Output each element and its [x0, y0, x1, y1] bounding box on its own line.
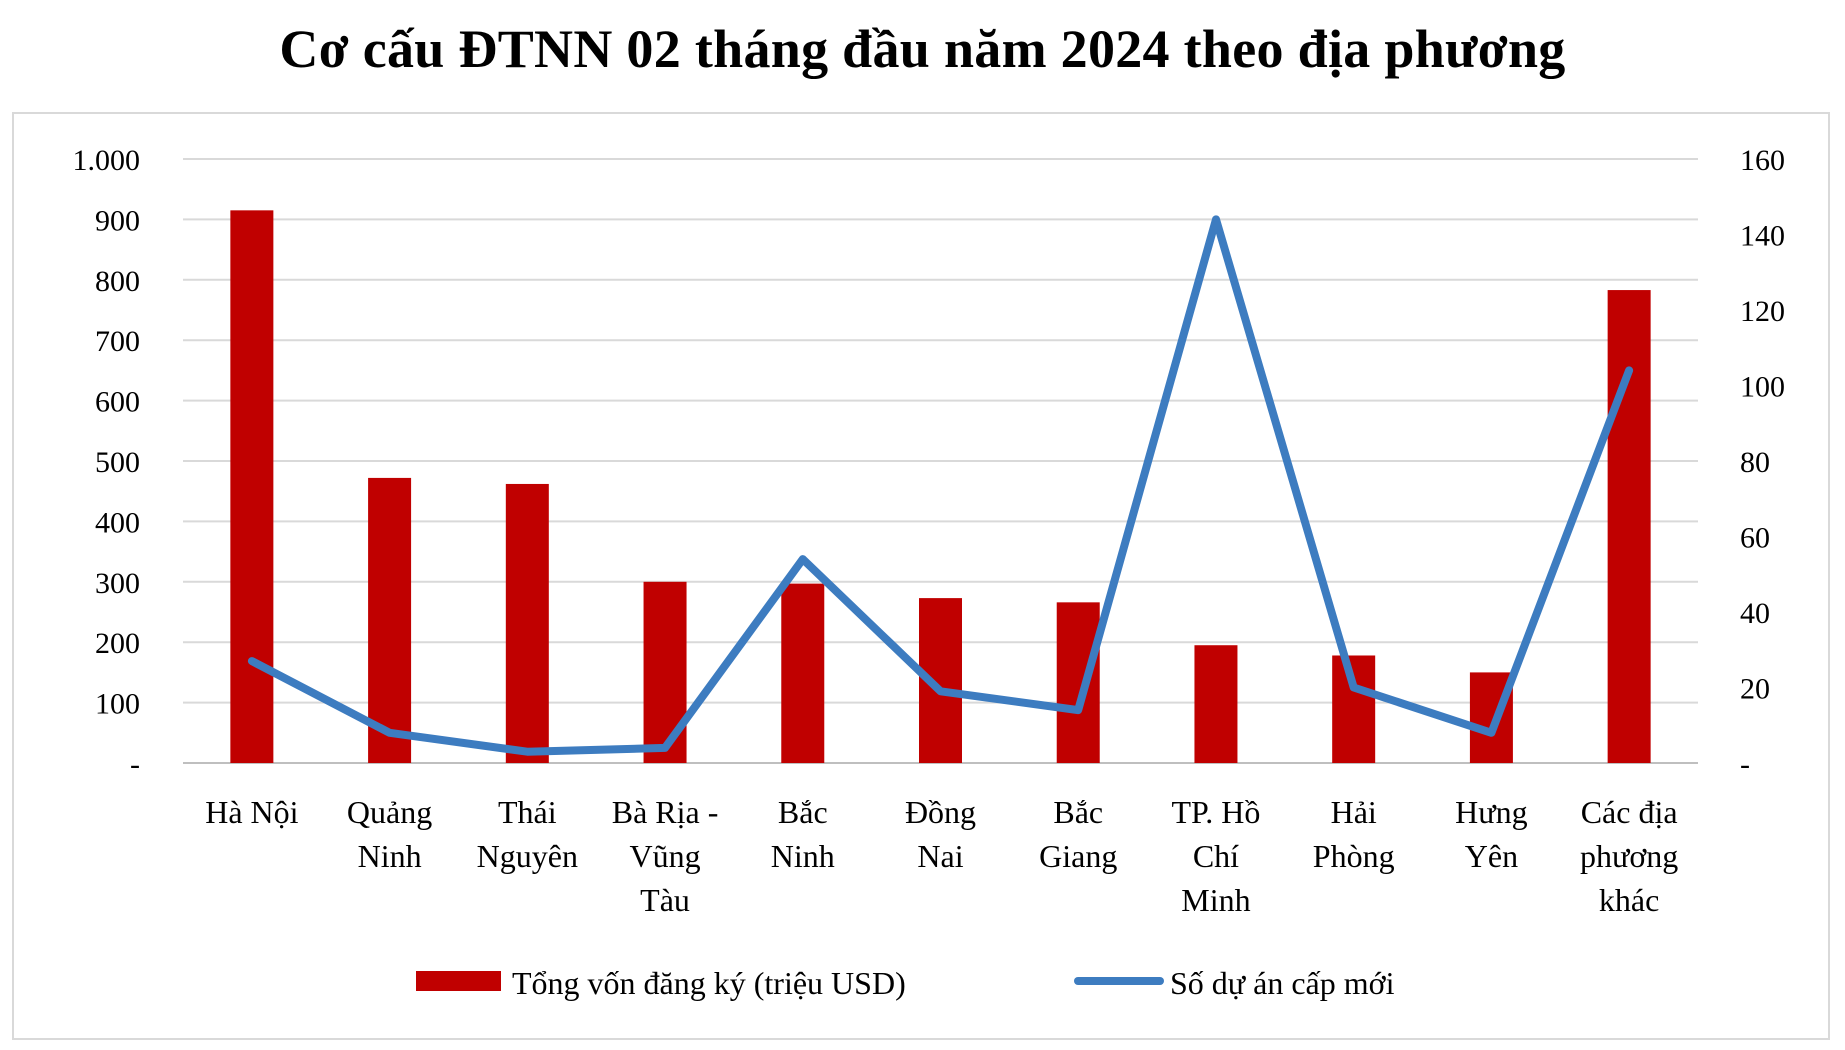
gridlines — [183, 158, 1698, 764]
bar — [1194, 645, 1238, 763]
y-left-tick-label: 100 — [95, 688, 140, 721]
y-right-tick-label: 40 — [1740, 597, 1770, 630]
x-tick-label: TP. Hồ Chí Minh — [1172, 794, 1261, 918]
bar — [230, 210, 274, 764]
x-tick-label: Bà Rịa -Vũng Tàu — [612, 794, 719, 918]
y-right-tick-label: 140 — [1740, 220, 1785, 253]
y-left-tick-label: 1.000 — [73, 144, 141, 177]
y-right-tick-label: 20 — [1740, 673, 1770, 706]
y-right-tick-label: 160 — [1740, 144, 1785, 177]
chart-frame — [12, 112, 1830, 1040]
legend-label-bar: Tổng vốn đăng ký (triệu USD) — [512, 965, 906, 1001]
bar-series — [230, 210, 1651, 764]
y-right-tick-label: 60 — [1740, 522, 1770, 555]
x-tick-label: Bắc Ninh — [771, 794, 835, 874]
y-right-tick-label: 100 — [1740, 371, 1785, 404]
y-left-tick-label: 200 — [95, 627, 140, 660]
y-left-tick-label: - — [130, 748, 140, 781]
y-left-tick-label: 900 — [95, 204, 140, 237]
bar — [1056, 602, 1100, 763]
bar — [1332, 655, 1376, 763]
y-right-tick-label: 120 — [1740, 295, 1785, 328]
x-tick-label: Quảng Ninh — [347, 794, 432, 874]
y-left-tick-label: 700 — [95, 325, 140, 358]
x-tick-label: Các địa phương khác — [1580, 794, 1678, 918]
y-left-tick-label: 600 — [95, 386, 140, 419]
legend: Tổng vốn đăng ký (triệu USD) Số dự án cấp… — [416, 965, 1395, 1001]
x-tick-label: Hải Phòng — [1313, 794, 1395, 874]
x-tick-label: Bắc Giang — [1039, 794, 1117, 874]
x-tick-label: Đồng Nai — [905, 794, 976, 874]
y-right-tick-label: 80 — [1740, 446, 1770, 479]
y-axis-left: - 100 200 300 400 500 600 700 800 900 1.000 — [73, 144, 141, 781]
bar — [368, 477, 412, 763]
legend-swatch-bar — [416, 971, 501, 991]
line-series — [247, 215, 1634, 756]
legend-label-line: Số dự án cấp mới — [1170, 965, 1395, 1001]
x-axis-labels: Hà Nội Quảng Ninh Thái Nguyên Bà Rịa -Vũng Tàu… — [205, 794, 1678, 918]
x-tick-label: Thái Nguyên — [477, 794, 578, 874]
y-left-tick-label: 300 — [95, 567, 140, 600]
chart-title: Cơ cấu ĐTNN 02 tháng đầu năm 2024 theo đ… — [279, 19, 1566, 79]
y-left-tick-label: 500 — [95, 446, 140, 479]
bar — [643, 581, 687, 763]
bar — [505, 483, 549, 763]
y-axis-right: - 20 40 60 80 100 120 140 160 — [1740, 144, 1785, 781]
y-right-tick-label: - — [1740, 748, 1750, 781]
x-tick-label: Hưng Yên — [1455, 794, 1527, 874]
y-left-tick-label: 400 — [95, 506, 140, 539]
x-tick-label: Hà Nội — [205, 794, 298, 830]
bar — [781, 583, 825, 763]
y-left-tick-label: 800 — [95, 265, 140, 298]
bar — [1607, 290, 1651, 763]
